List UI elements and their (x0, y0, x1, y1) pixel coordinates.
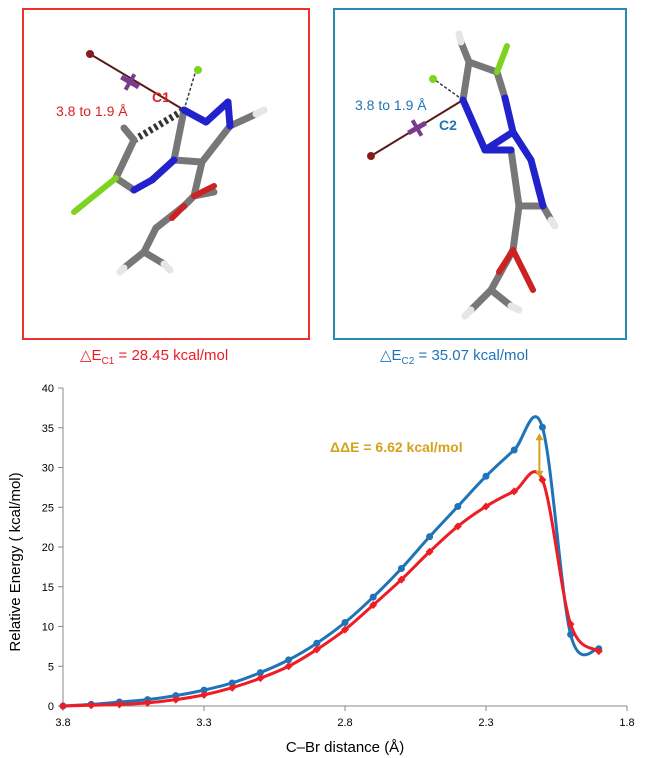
data-point-c1 (425, 547, 434, 556)
data-point-c1 (594, 647, 603, 656)
data-point-c1 (397, 575, 406, 584)
data-point-c1 (369, 601, 378, 610)
x-axis-label: C–Br distance (Å) (286, 739, 404, 756)
x-tick-label: 2.8 (337, 717, 352, 729)
data-point-c1 (256, 674, 265, 683)
data-point-c2 (426, 533, 434, 541)
data-point-c2 (454, 502, 462, 510)
panel-c2-structure: C2 3.8 to 1.9 Å (333, 8, 627, 340)
x-tick-label: 3.3 (196, 717, 211, 729)
x-tick-label: 1.8 (619, 717, 634, 729)
data-point-c1 (115, 700, 124, 709)
y-tick-label: 20 (42, 542, 54, 554)
data-point-c1 (453, 522, 462, 531)
energy-value-c2: = 35.07 kcal/mol (414, 347, 529, 364)
y-tick-label: 35 (42, 423, 54, 435)
molecule-c1-image: C1 3.8 to 1.9 Å (56, 50, 268, 276)
energy-label-c2: △EC2 = 35.07 kcal/mol (380, 346, 528, 367)
data-point-c1 (341, 625, 349, 634)
delta-symbol-c2: △E (380, 347, 402, 364)
data-point-c2 (200, 686, 208, 694)
chart-axes: 0 5 10 15 20 25 30 35 40 3.8 3.3 2.8 2.3 1.8 (42, 383, 635, 729)
y-tick-label: 15 (42, 582, 54, 594)
data-point-c2 (285, 656, 293, 664)
data-point-c1 (143, 698, 152, 707)
data-point-c1 (510, 487, 519, 496)
ddE-arrow-head-down (535, 470, 544, 478)
energy-profile-chart: 0 5 10 15 20 25 30 35 40 3.8 3.3 2.8 2.3 1.8 ΔΔE = 6.… (7, 383, 635, 756)
ddE-arrow-head-up (535, 433, 544, 441)
data-point-c1 (59, 702, 67, 710)
y-tick-label: 25 (42, 502, 54, 514)
data-point-c2 (538, 423, 546, 431)
data-point-c1 (566, 620, 575, 629)
y-tick-label: 10 (42, 622, 54, 634)
y-tick-label: 30 (42, 463, 54, 475)
molecule-c2-image: C2 3.8 to 1.9 Å (355, 30, 559, 320)
series-line-c1 (62, 470, 600, 708)
y-tick-label: 0 (48, 701, 54, 713)
y-axis-label: Relative Energy ( kcal/mol) (7, 472, 24, 651)
atom-label-c2: C2 (439, 117, 457, 133)
data-point-c2 (510, 446, 518, 454)
data-point-c2 (369, 593, 377, 601)
energy-label-c1: △EC1 = 28.45 kcal/mol (80, 346, 228, 367)
energy-sub-c1: C1 (101, 356, 115, 367)
data-point-c2 (567, 630, 575, 638)
energy-sub-c2: C2 (401, 356, 415, 367)
delta-symbol-c1: △E (80, 347, 102, 364)
x-tick-label: 2.3 (478, 717, 493, 729)
data-point-c2 (482, 472, 490, 480)
distance-label-c1: 3.8 to 1.9 Å (56, 103, 128, 119)
ddE-annotation: ΔΔE = 6.62 kcal/mol (330, 439, 463, 455)
chart-series (59, 415, 603, 710)
data-point-c1 (200, 690, 208, 699)
panel-c1-structure: C1 3.8 to 1.9 Å (22, 8, 310, 340)
data-point-c1 (171, 695, 180, 704)
atom-label-c1: C1 (152, 89, 170, 105)
data-point-c2 (313, 639, 321, 647)
x-tick-label: 3.8 (55, 717, 70, 729)
data-point-c1 (87, 701, 96, 710)
data-point-c2 (256, 669, 264, 677)
data-point-c1 (482, 502, 490, 511)
data-point-c2 (397, 564, 405, 572)
data-point-c1 (228, 683, 237, 692)
data-point-c1 (284, 662, 293, 671)
data-point-c2 (341, 619, 349, 627)
data-point-c1 (538, 475, 547, 484)
energy-value-c1: = 28.45 kcal/mol (114, 347, 229, 364)
data-point-c2 (228, 679, 236, 687)
distance-label-c2: 3.8 to 1.9 Å (355, 97, 427, 113)
y-tick-label: 5 (48, 661, 54, 673)
y-tick-label: 40 (42, 383, 54, 395)
data-point-c1 (312, 645, 321, 654)
series-line-c2 (62, 415, 600, 708)
